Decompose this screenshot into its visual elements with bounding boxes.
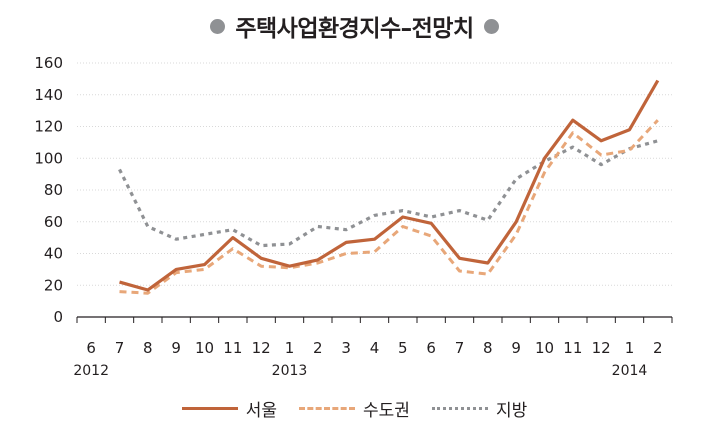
x-tick-label: 9 (511, 339, 521, 357)
legend-label-seoul: 서울 (245, 400, 278, 421)
x-tick-label: 5 (398, 339, 408, 357)
legend-item-regions: 지방 (431, 396, 528, 421)
year-label: 2013 (272, 363, 308, 379)
title-bullet-left-icon (210, 18, 226, 34)
x-tick-label: 9 (171, 339, 181, 357)
y-tick-label: 80 (44, 181, 63, 199)
y-tick-label: 0 (53, 308, 63, 326)
legend-swatch-regions (431, 406, 488, 410)
x-tick-label: 11 (563, 339, 582, 357)
legend-swatch-seoul (181, 406, 238, 410)
y-tick-label: 20 (44, 276, 63, 294)
y-tick-label: 160 (34, 54, 63, 72)
series-line-0 (119, 79, 660, 292)
legend-label-regions: 지방 (495, 400, 528, 421)
chart-title: 주택사업환경지수–전망치 (235, 16, 474, 42)
x-tick-label: 3 (341, 339, 351, 357)
legend-swatch-capital-area (299, 406, 356, 410)
x-tick-label: 8 (143, 339, 153, 357)
year-label: 2014 (612, 363, 648, 379)
y-tick-label: 120 (34, 118, 63, 136)
year-label: 2012 (73, 363, 109, 379)
x-tick-label: 11 (223, 339, 242, 357)
x-tick-label: 1 (625, 339, 635, 357)
legend-item-capital-area: 수도권 (299, 396, 410, 421)
series-line-2 (118, 139, 659, 248)
title-bullet-right-icon (483, 18, 499, 34)
y-tick-label: 60 (44, 213, 63, 231)
legend: 서울 수도권 지방 (0, 393, 709, 423)
x-tick-label: 10 (195, 339, 214, 357)
y-tick-label: 40 (44, 245, 63, 263)
title-row: 주택사업환경지수–전망치 (0, 8, 709, 44)
y-tick-label: 140 (34, 86, 63, 104)
x-tick-label: 6 (86, 339, 96, 357)
x-tick-label: 2 (313, 339, 323, 357)
y-tick-label: 100 (34, 149, 63, 167)
x-tick-label: 1 (285, 339, 295, 357)
legend-item-seoul: 서울 (181, 396, 278, 421)
x-tick-label: 12 (592, 339, 611, 357)
x-tick-label: 12 (252, 339, 271, 357)
series-line-1 (119, 119, 659, 295)
x-tick-label: 6 (426, 339, 436, 357)
x-tick-label: 10 (535, 339, 554, 357)
x-tick-label: 2 (653, 339, 663, 357)
x-tick-label: 7 (115, 339, 125, 357)
x-tick-label: 7 (455, 339, 465, 357)
legend-label-capital-area: 수도권 (363, 400, 410, 421)
x-tick-label: 8 (483, 339, 493, 357)
x-tick-label: 4 (370, 339, 380, 357)
